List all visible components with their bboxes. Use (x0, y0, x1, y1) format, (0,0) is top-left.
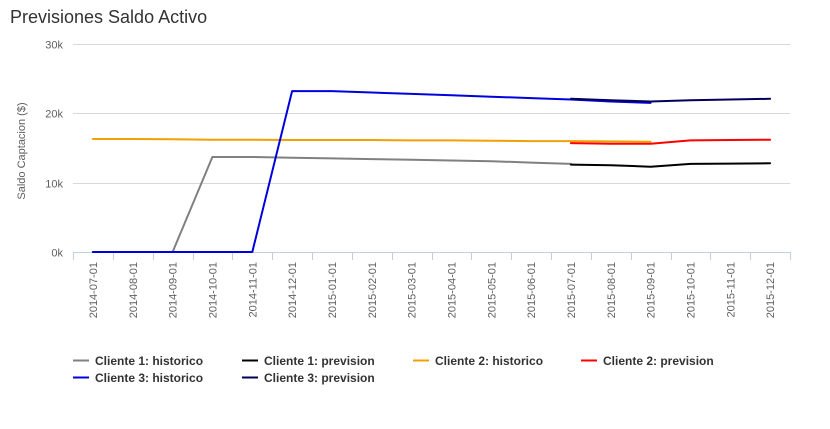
chart-title: Previsiones Saldo Activo (10, 7, 207, 27)
legend-item[interactable]: Cliente 1: historico (73, 354, 203, 368)
series-line-5 (91, 90, 652, 253)
x-tick-label: 2014-08-01 (128, 262, 140, 318)
x-tick-label: 2015-11-01 (725, 262, 737, 317)
y-axis-label: Saldo Captacion ($) (16, 102, 28, 199)
x-axis: 2014-07-01 2014-08-01 2014-09-01 2014-10-01… (73, 252, 791, 318)
x-tick-label: 2014-12-01 (287, 262, 299, 318)
series-line-2 (569, 162, 772, 168)
x-tick-label: 2015-06-01 (526, 262, 538, 318)
legend-label: Cliente 1: prevision (264, 354, 375, 368)
grid-lines (73, 44, 790, 253)
y-tick-label: 0k (51, 248, 63, 260)
x-tick-label: 2014-07-01 (88, 262, 100, 318)
x-tick-label: 2014-10-01 (207, 262, 219, 318)
x-tick-label: 2015-01-01 (327, 262, 339, 318)
x-tick-label: 2015-09-01 (646, 262, 658, 318)
x-tick-label: 2015-12-01 (765, 262, 777, 318)
series-line-3 (91, 138, 652, 143)
x-tick-label: 2014-11-01 (247, 262, 259, 317)
y-tick-label: 20k (45, 109, 63, 121)
legend-item[interactable]: Cliente 1: prevision (242, 354, 375, 368)
y-axis-ticks: 0k 10k 20k 30k (45, 40, 63, 260)
series-line-1 (91, 156, 572, 253)
legend-item[interactable]: Cliente 2: prevision (581, 354, 714, 368)
x-tick-label: 2014-09-01 (168, 262, 180, 318)
x-tick-label: 2015-05-01 (486, 262, 498, 318)
y-tick-label: 30k (45, 40, 63, 52)
legend-label: Cliente 2: historico (435, 354, 543, 368)
series-line-6 (569, 97, 772, 103)
legend: Cliente 1: historico Cliente 1: prevision… (73, 354, 714, 385)
x-tick-label: 2015-04-01 (446, 262, 458, 318)
legend-label: Cliente 1: historico (95, 354, 203, 368)
legend-item[interactable]: Cliente 2: historico (413, 354, 543, 368)
x-tick-label: 2015-03-01 (407, 262, 419, 318)
legend-item[interactable]: Cliente 3: prevision (242, 371, 375, 385)
y-tick-label: 10k (45, 179, 63, 191)
legend-label: Cliente 3: prevision (264, 371, 375, 385)
x-tick-label: 2015-10-01 (685, 262, 697, 318)
x-tick-label: 2015-08-01 (606, 262, 618, 318)
legend-label: Cliente 3: historico (95, 371, 203, 385)
x-tick-label: 2015-02-01 (367, 262, 379, 318)
legend-item[interactable]: Cliente 3: historico (73, 371, 203, 385)
x-tick-label: 2015-07-01 (566, 262, 578, 318)
series-lines (91, 90, 772, 253)
legend-label: Cliente 2: prevision (603, 354, 714, 368)
series-line-4 (569, 138, 772, 145)
